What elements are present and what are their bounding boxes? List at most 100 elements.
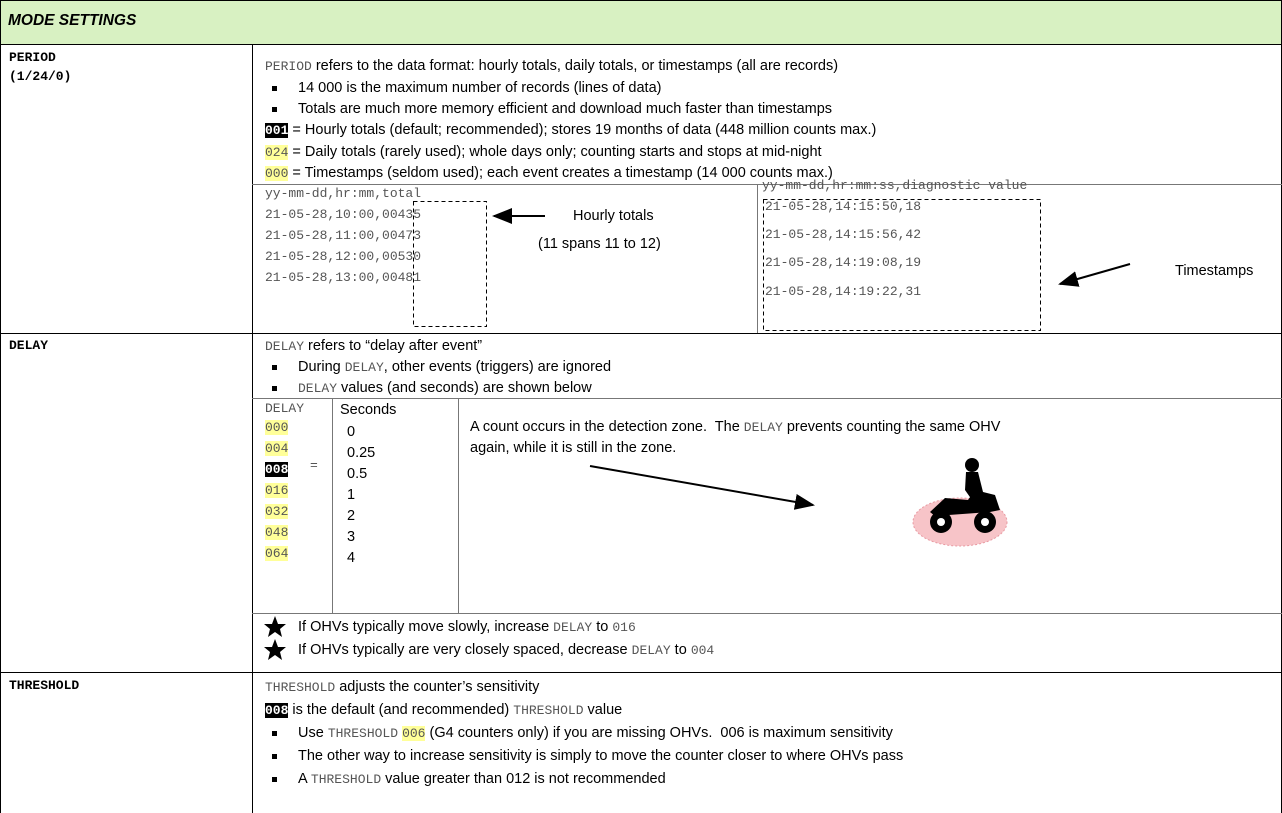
text bbox=[965, 472, 990, 500]
code-text: 21-05-28,12:00,00530 bbox=[265, 247, 421, 267]
arrow bbox=[1058, 263, 1131, 287]
text: refers to “delay after event” bbox=[304, 338, 483, 354]
text: Timestamps bbox=[1175, 263, 1254, 279]
text: 0.25 bbox=[347, 445, 376, 461]
text: to bbox=[592, 619, 613, 635]
text: 4 bbox=[347, 550, 356, 566]
code-text: 21-05-28,11:00,00473 bbox=[265, 226, 421, 246]
code-text: DELAY bbox=[298, 381, 338, 396]
highlight-code: 064 bbox=[265, 546, 289, 561]
code-text: yy-mm-dd,hr:mm:ss,diagnostic value bbox=[762, 178, 1028, 193]
text: If OHVs typically move slowly, increase bbox=[298, 619, 554, 635]
code-text: 21-05-28,10:00,00435 bbox=[265, 205, 421, 225]
text: Use THRESHOLD 006 (G4 counters only) if … bbox=[298, 723, 893, 743]
dashed-box bbox=[413, 201, 487, 327]
code-text: DELAY bbox=[344, 360, 384, 375]
text: Use bbox=[298, 725, 328, 741]
text: Totals are much more memory efficient an… bbox=[298, 101, 833, 117]
code-text: 064 bbox=[265, 544, 289, 564]
row-label: PERIOD bbox=[9, 50, 56, 65]
code-text: 008 bbox=[265, 460, 289, 480]
text bbox=[965, 458, 979, 472]
text: A bbox=[298, 771, 311, 787]
text: 008 is the default (and recommended) THR… bbox=[265, 700, 622, 720]
text: THRESHOLD adjusts the counter’s sensitiv… bbox=[265, 677, 539, 697]
text: 14 000 is the maximum number of records … bbox=[298, 80, 662, 96]
code-text: DELAY bbox=[265, 401, 305, 416]
highlight-code: 048 bbox=[265, 525, 289, 540]
code-text: 21-05-28,14:19:08,19 bbox=[765, 255, 922, 270]
star-icon bbox=[264, 639, 286, 660]
code-text: THRESHOLD bbox=[265, 680, 336, 695]
text: (11 spans 11 to 12) bbox=[538, 236, 661, 252]
arrow bbox=[589, 465, 815, 510]
text: A count occurs in the detection zone. Th… bbox=[470, 419, 744, 435]
text: During bbox=[298, 359, 345, 375]
text: value greater than 012 is not recommende… bbox=[381, 771, 666, 787]
code-text: 21-05-28,14:15:56,42 bbox=[765, 227, 922, 242]
highlight-code: 000 bbox=[265, 166, 289, 181]
text: value bbox=[583, 702, 623, 718]
bullet bbox=[272, 386, 277, 391]
text: If OHVs typically are very closely space… bbox=[298, 640, 714, 660]
row-label: (1/24/0) bbox=[9, 69, 72, 84]
text: If OHVs typically are very closely space… bbox=[298, 642, 632, 658]
text: 001 = Hourly totals (default; recommende… bbox=[265, 120, 876, 140]
default-code: 001 bbox=[265, 123, 289, 138]
text: 2 bbox=[347, 508, 356, 524]
bullet bbox=[272, 107, 277, 112]
code-text: DELAY bbox=[631, 643, 671, 658]
code-text: THRESHOLD bbox=[513, 703, 584, 718]
text: 1 bbox=[347, 487, 356, 503]
code-text: 000 bbox=[265, 418, 289, 438]
text: 00530 bbox=[382, 249, 422, 264]
text: , other events (triggers) are ignored bbox=[383, 359, 612, 375]
highlight-code: 000 bbox=[265, 420, 289, 435]
default-code: 008 bbox=[265, 703, 289, 718]
code-text: DELAY bbox=[553, 620, 593, 635]
code-text: DELAY bbox=[743, 420, 783, 435]
text: again, while it is still in the zone. bbox=[470, 440, 677, 456]
text: 00435 bbox=[382, 207, 422, 222]
code-text: 004 bbox=[265, 439, 289, 459]
text: MODE SETTINGS bbox=[8, 12, 137, 29]
text: PERIOD refers to the data format: hourly… bbox=[265, 56, 838, 76]
row-label: DELAY bbox=[9, 338, 49, 353]
atv-icon bbox=[912, 458, 1008, 547]
bullet bbox=[272, 365, 277, 370]
text: = Timestamps (seldom used); each event c… bbox=[288, 165, 833, 181]
text: prevents counting the same OHV bbox=[782, 419, 1001, 435]
text: (G4 counters only) if you are missing OH… bbox=[425, 725, 893, 741]
bullet bbox=[272, 754, 277, 759]
text: 00473 bbox=[382, 228, 422, 243]
text: During DELAY, other events (triggers) ar… bbox=[298, 357, 611, 377]
highlight-code: 016 bbox=[265, 483, 289, 498]
dashed-box bbox=[763, 199, 1041, 331]
code-text: 21-05-28,14:19:22,31 bbox=[765, 284, 922, 299]
code-text: 004 bbox=[690, 643, 715, 658]
text: Seconds bbox=[340, 402, 397, 418]
text bbox=[981, 518, 989, 526]
code-text: yy-mm-dd,hr:mm,total bbox=[265, 186, 422, 201]
text: 0.5 bbox=[347, 466, 368, 482]
code-text: DELAY bbox=[265, 339, 305, 354]
text: to bbox=[670, 642, 691, 658]
highlight-code: 032 bbox=[265, 504, 289, 519]
text: 0 bbox=[347, 424, 356, 440]
text: refers to the data format: hourly totals… bbox=[311, 58, 839, 74]
text: If OHVs typically move slowly, increase … bbox=[298, 617, 636, 637]
text: 00481 bbox=[382, 270, 422, 285]
code-text: 016 bbox=[612, 620, 636, 635]
code-text: 21-05-28,14:15:50,18 bbox=[765, 199, 922, 214]
text: 21-05-28,11:00, bbox=[265, 228, 383, 243]
text: is the default (and recommended) bbox=[288, 702, 514, 718]
text: DELAY values (and seconds) are shown bel… bbox=[298, 378, 592, 398]
header-bar bbox=[0, 0, 1282, 45]
text bbox=[937, 518, 945, 526]
highlight-code: 006 bbox=[402, 726, 426, 741]
text: 024 = Daily totals (rarely used); whole … bbox=[265, 142, 822, 162]
code-text: = bbox=[310, 458, 318, 473]
text: 3 bbox=[347, 529, 356, 545]
text: values (and seconds) are shown below bbox=[337, 380, 592, 396]
